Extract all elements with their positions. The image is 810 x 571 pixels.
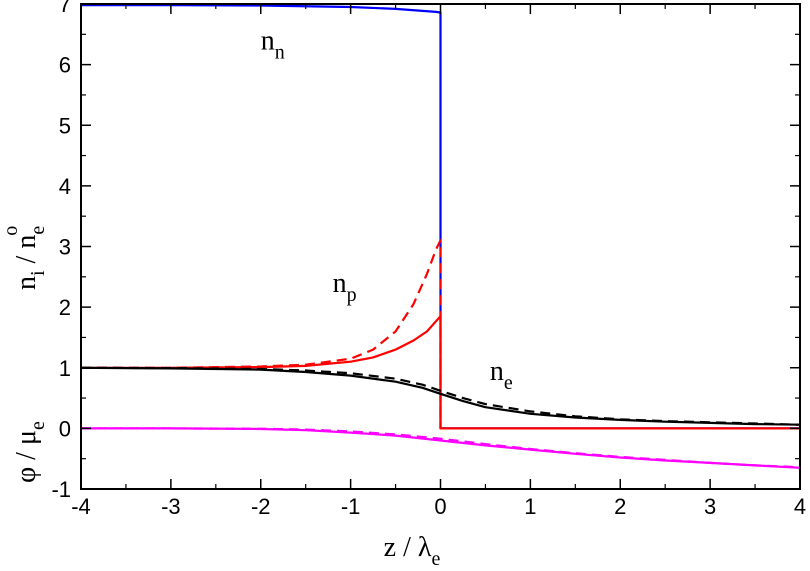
- x-tick-label: -4: [71, 494, 91, 519]
- series-line-2: [81, 239, 442, 429]
- curves: [80, 4, 801, 469]
- x-tick-label: 2: [614, 494, 626, 519]
- curve-label-np: np: [333, 268, 357, 306]
- series-line-3: [80, 366, 801, 426]
- x-tick-label: -1: [341, 494, 361, 519]
- y-tick-label: 6: [59, 53, 71, 78]
- y-tick-label: 2: [59, 295, 71, 320]
- y-tick-label: 3: [59, 235, 71, 260]
- y-tick-label: 4: [59, 174, 71, 199]
- x-tick-label: 3: [704, 494, 716, 519]
- y-tick-label: 5: [59, 113, 71, 138]
- x-tick-label: 0: [434, 494, 446, 519]
- x-tick-label: -3: [161, 494, 181, 519]
- x-tick-label: 1: [524, 494, 536, 519]
- x-tick-label: -2: [251, 494, 271, 519]
- y-tick-label: 7: [59, 0, 71, 17]
- series-line-6: [81, 427, 801, 469]
- series-line-4: [80, 366, 801, 426]
- y-axis-label-upper: ni / neo: [0, 226, 49, 290]
- y-axis-label-lower: φ / μe: [11, 421, 49, 483]
- curve-label-nn: nn: [261, 25, 285, 63]
- y-tick-label: 0: [59, 416, 71, 441]
- x-axis-label: z / λe: [384, 532, 441, 570]
- ticks: -4 -3 -2 -1 0 1 2 3 4 -1 0 1 2 3 4 5 6 7: [51, 0, 806, 519]
- curve-label-ne: ne: [490, 356, 513, 394]
- y-tick-label: -1: [51, 477, 71, 502]
- x-tick-label: 4: [794, 494, 806, 519]
- y-tick-label: 1: [59, 356, 71, 381]
